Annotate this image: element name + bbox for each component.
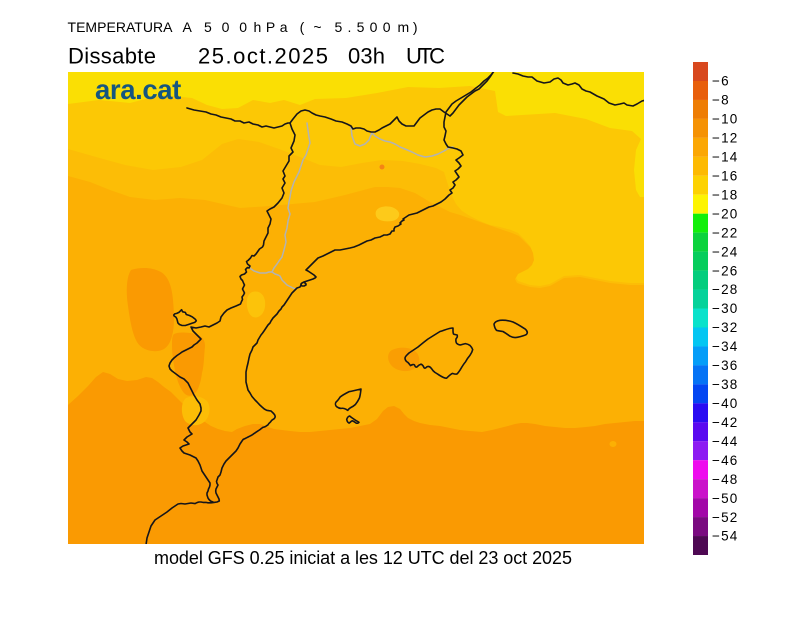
svg-text:hPa: hPa (254, 19, 288, 35)
svg-text:−10: −10 (712, 112, 739, 127)
svg-text:03h: 03h (348, 44, 385, 69)
svg-text:−24: −24 (712, 244, 739, 259)
svg-text:25.oct.2025: 25.oct.2025 (198, 44, 328, 69)
svg-text:−14: −14 (712, 150, 739, 165)
svg-text:−40: −40 (712, 396, 739, 411)
svg-text:−38: −38 (712, 377, 739, 392)
svg-text:−12: −12 (712, 131, 739, 146)
svg-text:−42: −42 (712, 415, 739, 430)
svg-text:m): m) (398, 19, 418, 35)
svg-text:−50: −50 (712, 491, 739, 506)
svg-text:−32: −32 (712, 320, 739, 335)
svg-text:−30: −30 (712, 301, 739, 316)
svg-text:TEMPERATURA: TEMPERATURA (68, 19, 174, 35)
svg-text:−36: −36 (712, 358, 739, 373)
svg-text:5.500: 5.500 (335, 19, 391, 35)
svg-text:−16: −16 (712, 169, 739, 184)
svg-text:−44: −44 (712, 434, 739, 449)
svg-text:−28: −28 (712, 282, 739, 297)
svg-text:−26: −26 (712, 263, 739, 278)
svg-text:−46: −46 (712, 453, 739, 468)
svg-text:−22: −22 (712, 225, 739, 240)
svg-text:Dissabte: Dissabte (68, 44, 156, 69)
svg-text:−34: −34 (712, 339, 739, 354)
svg-text:−20: −20 (712, 206, 739, 221)
svg-text:500: 500 (204, 19, 247, 35)
svg-text:ara.cat: ara.cat (95, 74, 181, 105)
svg-text:−48: −48 (712, 472, 739, 487)
svg-text:−6: −6 (712, 74, 730, 89)
svg-text:−52: −52 (712, 510, 739, 525)
svg-text:−8: −8 (712, 93, 730, 108)
svg-text:model GFS 0.25 iniciat a les 1: model GFS 0.25 iniciat a les 12 UTC del … (154, 548, 572, 568)
svg-text:A: A (183, 19, 193, 35)
svg-text:−18: −18 (712, 187, 739, 202)
svg-text:UTC: UTC (406, 44, 445, 69)
svg-text:−54: −54 (712, 529, 739, 544)
